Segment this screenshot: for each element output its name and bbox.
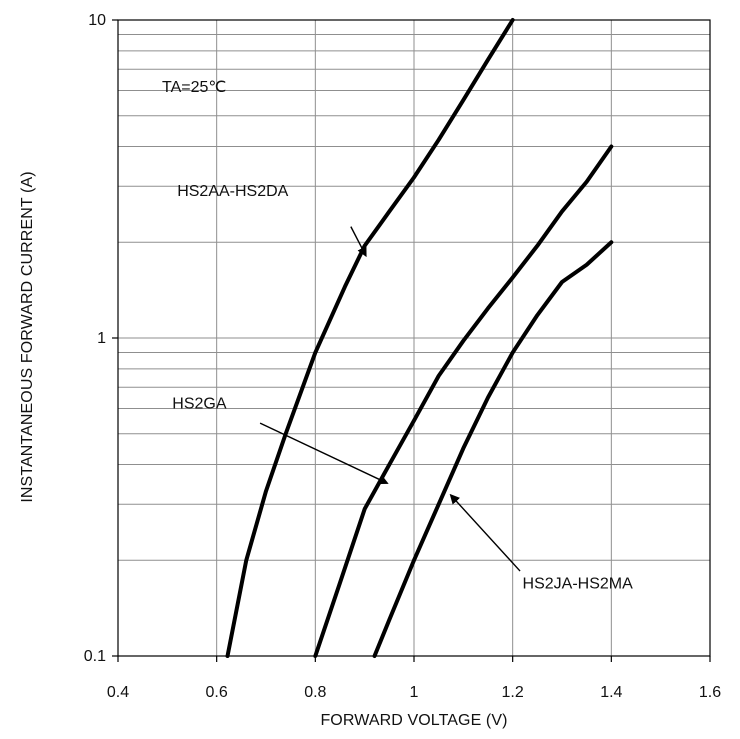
series-line-hs2ga [313,144,614,658]
series-annotations: HS2AA-HS2DA HS2GA HS2JA-HS2MA [172,183,633,593]
series-line-hs2aa-hs2da [225,18,515,658]
annotation-label-hs2ga: HS2GA [172,396,227,413]
y-tick-label-10: 10 [88,12,106,29]
x-tick-label-1: 1 [410,684,419,701]
annotation-label-hs2aa-hs2da: HS2AA-HS2DA [177,183,288,200]
data-series [225,18,614,658]
annotation-arrow-hs2ja-hs2ma [449,493,521,572]
y-tick-label-0-1: 0.1 [84,648,106,665]
temperature-condition-label: TA=25℃ [162,79,226,96]
annotation-arrow-hs2aa-hs2da [350,226,367,258]
series-line-hs2ja-hs2ma [372,240,614,658]
x-tick-label-0-6: 0.6 [206,684,228,701]
x-tick-label-1-4: 1.4 [600,684,622,701]
y-axis-label: INSTANTANEOUS FORWARD CURRENT (A) [19,171,36,502]
y-tick-label-1: 1 [97,330,106,347]
x-axis-label: FORWARD VOLTAGE (V) [320,712,507,729]
x-tick-label-1-2: 1.2 [502,684,524,701]
axis-ticks: 0.4 0.6 0.8 1 1.2 1.4 1.6 0.1 1 10 [84,12,721,701]
annotation-arrow-hs2ga [259,422,389,485]
annotation-label-hs2ja-hs2ma: HS2JA-HS2MA [523,576,634,593]
x-tick-label-0-4: 0.4 [107,684,129,701]
x-tick-label-0-8: 0.8 [304,684,326,701]
grid-lines [118,20,710,656]
x-tick-label-1-6: 1.6 [699,684,721,701]
plot-frame [117,19,711,657]
